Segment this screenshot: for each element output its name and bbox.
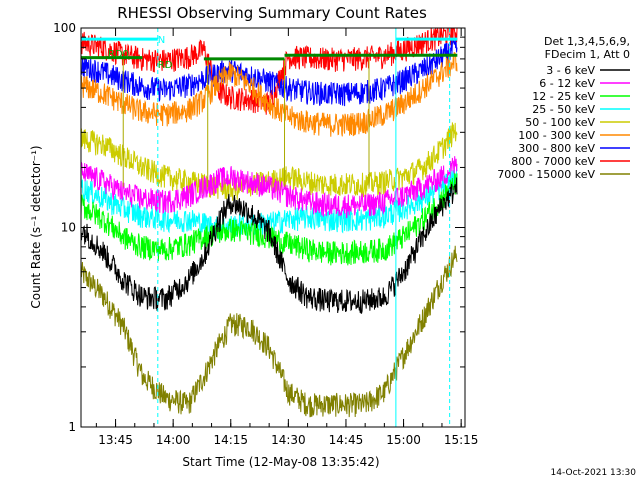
series-line-1 [80,156,458,219]
legend-label: 3 - 6 keV [546,64,595,77]
y-tick-label: 100 [53,21,76,35]
x-axis-label: Start Time (12-May-08 13:35:42) [182,455,379,469]
x-tick-label: 13:45 [98,433,133,447]
series-line-0 [80,177,458,314]
series-line-4 [80,122,458,201]
y-tick-label: 10 [61,221,76,235]
legend-label: 12 - 25 keV [532,90,595,103]
plot-area: RD0 N RD [80,27,458,427]
x-tick-label: 14:45 [329,433,364,447]
series-line-5 [80,51,458,137]
y-tick-label: 1 [68,420,76,434]
x-tick-label: 15:15 [444,433,479,447]
legend-header-line-2: FDecim 1, Att 0 [545,48,630,61]
x-tick-label: 14:00 [156,433,191,447]
legend-label: 7000 - 15000 keV [497,168,595,181]
y-axis: 1 10 100 [53,21,465,434]
footer-date: 14-Oct-2021 13:30 [551,468,637,478]
legend-label: 800 - 7000 keV [511,155,595,168]
x-tick-label: 14:15 [213,433,248,447]
x-tick-label: 14:30 [271,433,306,447]
legend-label: 300 - 800 keV [518,142,595,155]
legend-label: 100 - 300 keV [518,129,595,142]
series-line-6 [80,37,458,107]
chart-title: RHESSI Observing Summary Count Rates [117,4,427,22]
legend-header-line-1: Det 1,3,4,5,6,9, [544,35,630,48]
y-axis-label: Count Rate (s⁻¹ detector⁻¹) [29,145,43,308]
annotation-label: RD [158,60,173,71]
legend-label: 50 - 100 keV [525,116,595,129]
annotation-label: RD0 [108,49,129,60]
series-line-8 [80,245,458,418]
legend-label: 6 - 12 keV [539,77,595,90]
x-tick-label: 15:00 [386,433,421,447]
legend-label: 25 - 50 keV [532,103,595,116]
annotation-label: N [158,35,165,46]
series-line-2 [80,171,458,266]
x-axis: 13:45 14:00 14:15 14:30 14:45 15:00 15:15 [95,28,479,447]
